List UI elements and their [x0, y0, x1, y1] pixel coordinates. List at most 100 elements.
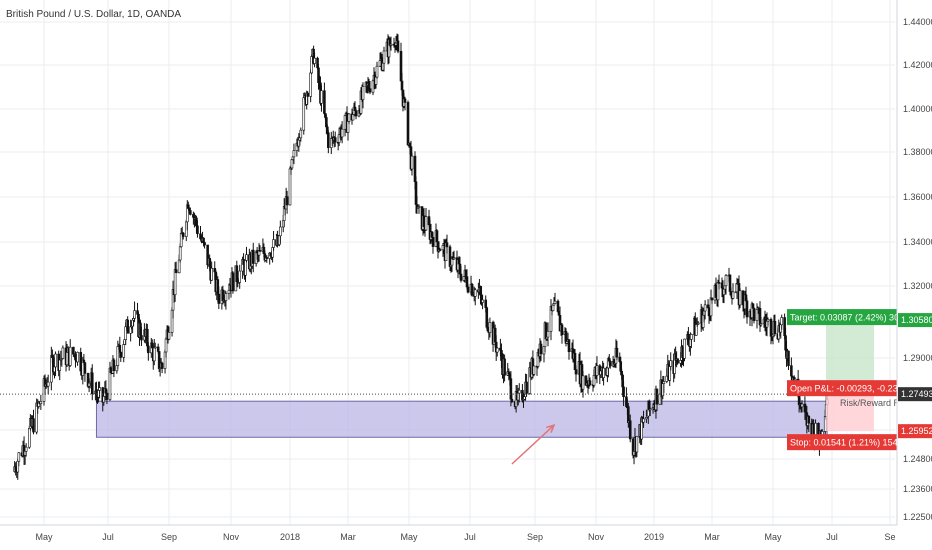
candle-body [126, 319, 129, 334]
stop-price-tag: 1.25952 [901, 426, 932, 436]
candle-body [793, 378, 797, 381]
candle-body [581, 375, 585, 390]
candle-body [181, 232, 185, 237]
candle-body [752, 307, 756, 321]
candle-body [553, 300, 557, 304]
candle-body [235, 265, 239, 282]
candle-body [532, 365, 536, 375]
candle-body [676, 358, 679, 364]
candle-body [567, 339, 571, 353]
candle-body [152, 347, 156, 362]
candle-body [46, 381, 50, 387]
x-tick-label: Jul [826, 532, 838, 542]
candle-body [178, 246, 182, 261]
candle-body [354, 110, 358, 117]
time-axis[interactable]: May Jul Sep Nov 2018 Mar May Jul Sep Nov 2019 Mar Ma… [0, 524, 897, 542]
candle-body [773, 320, 777, 335]
candle-body [251, 249, 255, 264]
candle-body [525, 381, 528, 394]
candle-body [265, 257, 269, 259]
candle-body [285, 196, 289, 206]
target-price-tag-bg [898, 313, 932, 328]
candle-body [313, 57, 316, 64]
candle-body [517, 389, 521, 394]
position-tool[interactable]: Target: 0.03087 (2.42%) 308.7 Open P&L: -… [0, 309, 925, 451]
candle-body [628, 420, 632, 440]
open-price-tag-bg [898, 387, 932, 402]
candle-body [272, 239, 275, 248]
support-zone-rect [95, 400, 828, 438]
candle-body [780, 317, 784, 326]
candle-body [320, 90, 323, 104]
candle-body [495, 347, 499, 353]
y-tick-label: 1.29000 [903, 353, 932, 363]
candle-body [153, 346, 157, 349]
candle-body [156, 346, 160, 352]
candle-body [105, 392, 109, 400]
candle-body [807, 416, 811, 424]
candle-body [635, 435, 639, 453]
open-pnl-tag [787, 380, 897, 397]
stop-label: Stop: 0.01541 (1.21%) 154.1 [790, 438, 905, 448]
target-tag [787, 309, 897, 326]
price-axis-bg [897, 0, 932, 550]
open-price-tag: 1.27493 [901, 389, 932, 399]
candle-body [622, 386, 625, 398]
x-tick-label: Jul [464, 532, 476, 542]
candle-body [32, 418, 35, 433]
y-tick-label: 1.36000 [903, 192, 932, 202]
stop-price-tag-bg [898, 424, 932, 439]
candle-body [327, 132, 330, 148]
risk-reward-label: Risk/Reward Ratio: 2 [840, 398, 925, 408]
candle-body [615, 347, 619, 358]
candle-body [333, 137, 337, 143]
open-pnl-label: Open P&L: -0.00293, -0.23% [790, 384, 906, 394]
candle-body [481, 299, 484, 303]
candle-body [65, 351, 69, 366]
candle-body [28, 427, 31, 448]
candle-body [72, 346, 75, 355]
candle-body [473, 289, 477, 297]
candle-body [203, 242, 206, 246]
target-label: Target: 0.03087 (2.42%) 308.7 [790, 313, 912, 323]
candle-body [396, 40, 400, 52]
candle-body [361, 86, 365, 100]
candle-body [703, 304, 707, 312]
candle-body [160, 362, 164, 369]
candle-body [766, 319, 770, 322]
candle-body [438, 249, 442, 251]
candle-body [173, 269, 177, 296]
candle-body [406, 102, 410, 146]
candle-body [539, 343, 543, 355]
candle-body [800, 403, 804, 408]
candle-body [238, 270, 242, 283]
y-tick-label: 1.34000 [903, 237, 932, 247]
candle-body [196, 225, 199, 235]
candle-body [488, 322, 492, 333]
candle-body [179, 233, 183, 248]
candle-body [54, 353, 57, 368]
candle-body [258, 250, 262, 252]
candle-body [724, 275, 728, 287]
candle-body [224, 293, 228, 301]
candle-body [410, 155, 414, 170]
candle-body [202, 237, 205, 243]
x-tick-label: Mar [704, 532, 720, 542]
candle-body [292, 150, 296, 158]
candle-body [231, 272, 235, 292]
candle-body [424, 216, 428, 231]
grid-lines [0, 0, 895, 525]
candle-body [90, 372, 94, 395]
candle-body [683, 338, 686, 359]
x-tick-label: 2018 [280, 532, 300, 542]
x-tick-label: Sep [527, 532, 543, 542]
price-axis[interactable]: 1.44000 1.42000 1.40000 1.38000 1.36000 1.340… [896, 0, 932, 550]
candle-body [696, 322, 700, 325]
candle-body [24, 446, 28, 452]
candle-body [662, 381, 666, 384]
candle-body [787, 350, 790, 366]
candle-body [17, 452, 21, 462]
candle-body [375, 65, 379, 78]
x-tick-label: Se [884, 532, 895, 542]
